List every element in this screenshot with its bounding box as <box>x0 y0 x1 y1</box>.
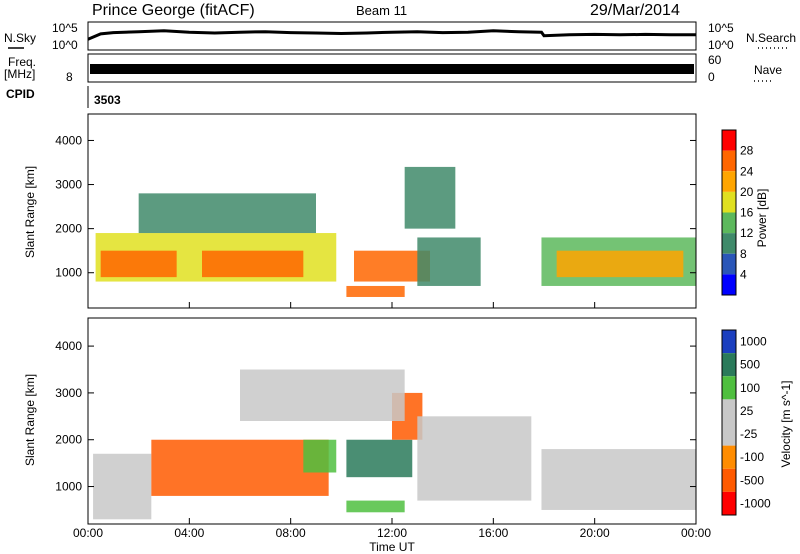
velocity-heatmap <box>93 369 696 520</box>
velocity-colorbar-tick: 25 <box>740 404 754 418</box>
scatter-region <box>202 250 304 278</box>
velocity-ylabel: Slant Range [km] <box>23 374 37 466</box>
power-colorbar-segment <box>722 171 736 192</box>
time-tick-label: 12:00 <box>377 526 407 540</box>
velocity-colorbar-segment <box>722 376 736 400</box>
log-bottom-left: 10^0 <box>52 38 78 52</box>
velocity-colorbar-segment <box>722 353 736 377</box>
velocity-colorbar-segment <box>722 330 736 354</box>
scatter-region <box>556 250 684 278</box>
velocity-colorbar-segment <box>722 422 736 446</box>
log-bottom-right: 10^0 <box>708 38 734 52</box>
velocity-colorbar-tick: 500 <box>740 358 760 372</box>
freq-nave-band <box>90 64 694 74</box>
power-y-axis: 1000 2000 3000 4000 <box>55 133 696 280</box>
power-colorbar-segment <box>722 233 736 254</box>
scatter-region <box>240 369 405 421</box>
time-tick-label: 00:00 <box>73 526 103 540</box>
power-colorbar-tick: 12 <box>740 226 754 240</box>
time-tick-label: 16:00 <box>478 526 508 540</box>
scatter-region <box>417 237 481 286</box>
velocity-colorbar-segment <box>722 491 736 515</box>
power-colorbar-tick: 16 <box>740 206 754 220</box>
velocity-colorbar: 1000 500 100 25 -25 -100 -500 -1000 <box>721 329 771 516</box>
range-tick-label: 4000 <box>55 339 82 353</box>
power-colorbar-tick: 28 <box>740 144 754 158</box>
scatter-region <box>138 193 316 234</box>
range-tick-label: 3000 <box>55 178 82 192</box>
power-colorbar-segment <box>722 212 736 234</box>
range-tick-label: 4000 <box>55 133 82 147</box>
freq-label-1: Freq. <box>8 55 36 69</box>
nave-tick-bottom: 0 <box>708 70 715 84</box>
time-axis-label: Time UT <box>369 540 415 554</box>
nave-label: Nave <box>754 63 782 77</box>
power-colorbar-label: Power [dB] <box>755 189 769 248</box>
scatter-region <box>417 416 532 501</box>
range-tick-label: 1000 <box>55 480 82 494</box>
velocity-colorbar-tick: -500 <box>740 473 764 487</box>
power-colorbar-segment <box>722 274 736 295</box>
power-colorbar-segment <box>722 150 736 172</box>
velocity-colorbar-segment <box>722 445 736 469</box>
date-title: 29/Mar/2014 <box>590 2 680 19</box>
range-tick-label: 3000 <box>55 386 82 400</box>
power-heatmap <box>95 166 696 297</box>
time-tick-label: 08:00 <box>276 526 306 540</box>
power-colorbar-segment <box>722 191 736 213</box>
range-tick-label: 1000 <box>55 266 82 280</box>
power-colorbar-tick: 4 <box>740 267 747 281</box>
velocity-colorbar-segment <box>722 399 736 423</box>
log-top-left: 10^5 <box>52 21 78 35</box>
velocity-colorbar-segment <box>722 468 736 492</box>
beam-title: Beam 11 <box>356 3 407 18</box>
velocity-colorbar-frame <box>721 329 737 516</box>
nsky-label: N.Sky <box>4 31 36 45</box>
time-tick-label: 00:00 <box>681 526 711 540</box>
scatter-region <box>303 439 337 473</box>
power-colorbar-frame <box>721 129 737 296</box>
power-ylabel: Slant Range [km] <box>23 166 37 258</box>
scatter-region <box>100 250 177 278</box>
power-colorbar: 4 8 12 16 20 24 28 <box>721 129 754 296</box>
nave-tick-top: 60 <box>708 53 722 67</box>
scatter-region <box>404 166 456 229</box>
log-top-right: 10^5 <box>708 21 734 35</box>
time-tick-label: 20:00 <box>580 526 610 540</box>
nsearch-label: N.Search <box>746 31 796 45</box>
range-tick-label: 2000 <box>55 433 82 447</box>
freq-tick: 8 <box>66 70 73 84</box>
scatter-region <box>346 500 405 513</box>
velocity-colorbar-tick: -100 <box>740 450 764 464</box>
time-axis: 00:00 04:00 08:00 12:00 16:00 20:00 00:00 <box>73 302 711 540</box>
power-colorbar-tick: 8 <box>740 247 747 261</box>
range-tick-label: 2000 <box>55 222 82 236</box>
power-colorbar-tick: 24 <box>740 164 754 178</box>
time-tick-label: 04:00 <box>174 526 204 540</box>
velocity-colorbar-label: Velocity [m s^-1] <box>779 381 793 468</box>
scatter-region <box>93 453 152 520</box>
freq-panel <box>87 53 697 83</box>
cpid-label: CPID <box>6 87 35 101</box>
velocity-y-axis: 1000 2000 3000 4000 <box>55 339 696 494</box>
velocity-colorbar-tick: 1000 <box>740 335 767 349</box>
scatter-region <box>346 439 413 478</box>
cpid-value: 3503 <box>94 93 121 107</box>
scatter-region <box>346 285 405 297</box>
velocity-colorbar-tick: 100 <box>740 381 760 395</box>
velocity-colorbar-tick: -25 <box>740 427 758 441</box>
scatter-region <box>541 449 696 510</box>
velocity-colorbar-tick: -1000 <box>740 496 771 510</box>
power-colorbar-segment <box>722 253 736 275</box>
scatter-region <box>151 439 329 496</box>
nsky-series-line <box>87 29 696 41</box>
power-colorbar-segment <box>722 130 736 151</box>
power-colorbar-tick: 20 <box>740 185 754 199</box>
freq-label-2: [MHz] <box>4 67 35 81</box>
station-title: Prince George (fitACF) <box>92 2 255 19</box>
